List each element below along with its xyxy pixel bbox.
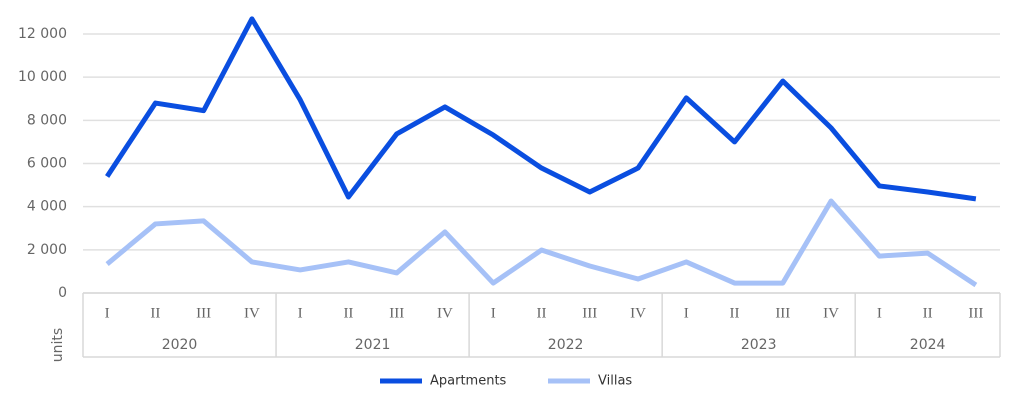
group-label: 2021 xyxy=(355,337,391,353)
group-label: 2022 xyxy=(548,337,584,353)
x-tick-label: III xyxy=(582,305,597,321)
x-tick-label: IV xyxy=(437,305,453,321)
x-tick-label: I xyxy=(298,305,303,321)
y-axis-label: units xyxy=(50,328,66,362)
x-tick-label: III xyxy=(775,305,790,321)
y-tick-label: 8 000 xyxy=(27,112,67,128)
x-tick-label: IV xyxy=(823,305,839,321)
x-tick-label: II xyxy=(537,305,547,321)
x-tick-label: I xyxy=(684,305,689,321)
x-tick-label: II xyxy=(923,305,933,321)
x-tick-label: I xyxy=(877,305,882,321)
y-tick-label: 6 000 xyxy=(27,156,67,172)
x-tick-label: II xyxy=(343,305,353,321)
x-tick-label: III xyxy=(389,305,404,321)
x-tick-label: III xyxy=(968,305,983,321)
y-tick-label: 0 xyxy=(58,285,67,301)
x-tick-label: I xyxy=(491,305,496,321)
legend-label: Villas xyxy=(598,374,632,389)
line-series xyxy=(105,198,978,288)
y-tick-label: 10 000 xyxy=(18,69,67,85)
group-label: 2023 xyxy=(741,337,777,353)
line-series xyxy=(105,16,977,202)
x-tick-label: IV xyxy=(630,305,646,321)
x-tick-label: II xyxy=(730,305,740,321)
y-tick-label: 2 000 xyxy=(27,242,67,258)
legend-label: Apartments xyxy=(430,374,507,389)
group-label: 2020 xyxy=(162,337,198,353)
x-tick-label: IV xyxy=(244,305,260,321)
y-tick-label: 12 000 xyxy=(18,26,67,42)
x-tick-label: III xyxy=(196,305,211,321)
y-tick-label: 4 000 xyxy=(27,199,67,215)
x-tick-label: I xyxy=(105,305,110,321)
group-label: 2024 xyxy=(910,337,946,353)
x-tick-label: II xyxy=(150,305,160,321)
